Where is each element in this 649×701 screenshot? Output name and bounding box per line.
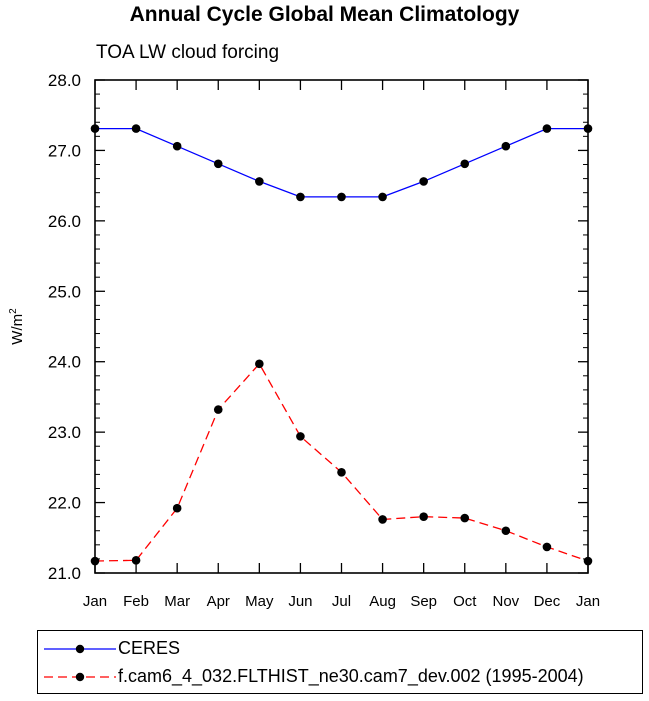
data-point-series1	[460, 513, 470, 523]
data-point-series0	[460, 159, 470, 169]
data-point-series0	[501, 141, 511, 151]
legend-label-model: f.cam6_4_032.FLTHIST_ne30.cam7_dev.002 (…	[118, 666, 584, 686]
x-tick-label: Apr	[207, 593, 230, 610]
data-point-series1	[213, 405, 223, 414]
plot-frame	[94, 79, 589, 574]
data-point-series1	[255, 359, 264, 369]
data-point-series1	[501, 526, 511, 536]
legend-item-model: f.cam6_4_032.FLTHIST_ne30.cam7_dev.002 (…	[42, 665, 642, 689]
data-point-series0	[172, 141, 182, 151]
y-tick-label: 26.0	[48, 212, 81, 231]
x-tick-label: Nov	[492, 593, 519, 610]
data-point-series1	[419, 512, 428, 521]
legend-label-ceres: CERES	[118, 638, 181, 658]
x-tick-label: Mar	[164, 593, 190, 610]
x-tick-label: May	[245, 593, 274, 610]
legend-marker-ceres	[75, 644, 85, 654]
data-point-series0	[213, 159, 223, 169]
data-point-series1	[131, 556, 141, 565]
data-point-series0	[378, 192, 387, 202]
x-tick-label: Dec	[534, 593, 561, 610]
line-chart: 21.0 22.0 23.0 24.0 25.0 26.0 27.0 28.0 Jan Feb Ma…	[8, 71, 600, 610]
y-axis-label-text: W/m	[9, 314, 26, 345]
x-tick-label: Jan	[576, 593, 600, 610]
legend: CERES f.cam6_4_032.FLTHIST_ne30.cam7_dev…	[37, 630, 643, 694]
x-tick-label: Aug	[369, 593, 396, 610]
series-line-1	[94, 362, 589, 562]
data-point-series0	[419, 177, 428, 186]
data-point-series1	[378, 515, 387, 524]
y-tick-label: 24.0	[48, 353, 81, 372]
y-axis-label: W/m2	[8, 308, 26, 345]
x-tick-label: Jul	[332, 593, 351, 610]
data-point-series0	[542, 124, 552, 133]
data-point-series1	[337, 467, 346, 477]
y-tick-label: 25.0	[48, 282, 81, 301]
y-tick-label: 22.0	[48, 494, 81, 513]
x-tick-label: Jun	[288, 593, 312, 610]
data-point-series1	[542, 542, 552, 552]
legend-marker-model	[75, 672, 85, 682]
y-tick-label: 21.0	[48, 564, 81, 583]
x-tick-label: Sep	[410, 593, 437, 610]
data-point-series0	[337, 192, 346, 202]
x-tick-label: Feb	[123, 593, 149, 610]
y-axis-label-superscript: 2	[8, 308, 19, 314]
chart-subtitle: TOA LW cloud forcing	[96, 42, 280, 63]
legend-item-ceres: CERES	[42, 637, 642, 661]
chart-title: Annual Cycle Global Mean Climatology	[129, 3, 520, 26]
data-point-series1	[296, 432, 305, 441]
y-tick-label: 27.0	[48, 141, 81, 160]
x-tick-label: Oct	[453, 593, 477, 610]
data-point-series0	[131, 124, 141, 133]
data-point-series0	[296, 192, 305, 202]
series-line-0	[95, 127, 588, 198]
data-point-series0	[255, 177, 264, 186]
x-tick-label: Jan	[83, 593, 107, 610]
y-tick-label: 23.0	[48, 423, 81, 442]
y-tick-label: 28.0	[48, 71, 81, 90]
data-point-series1	[172, 503, 182, 513]
